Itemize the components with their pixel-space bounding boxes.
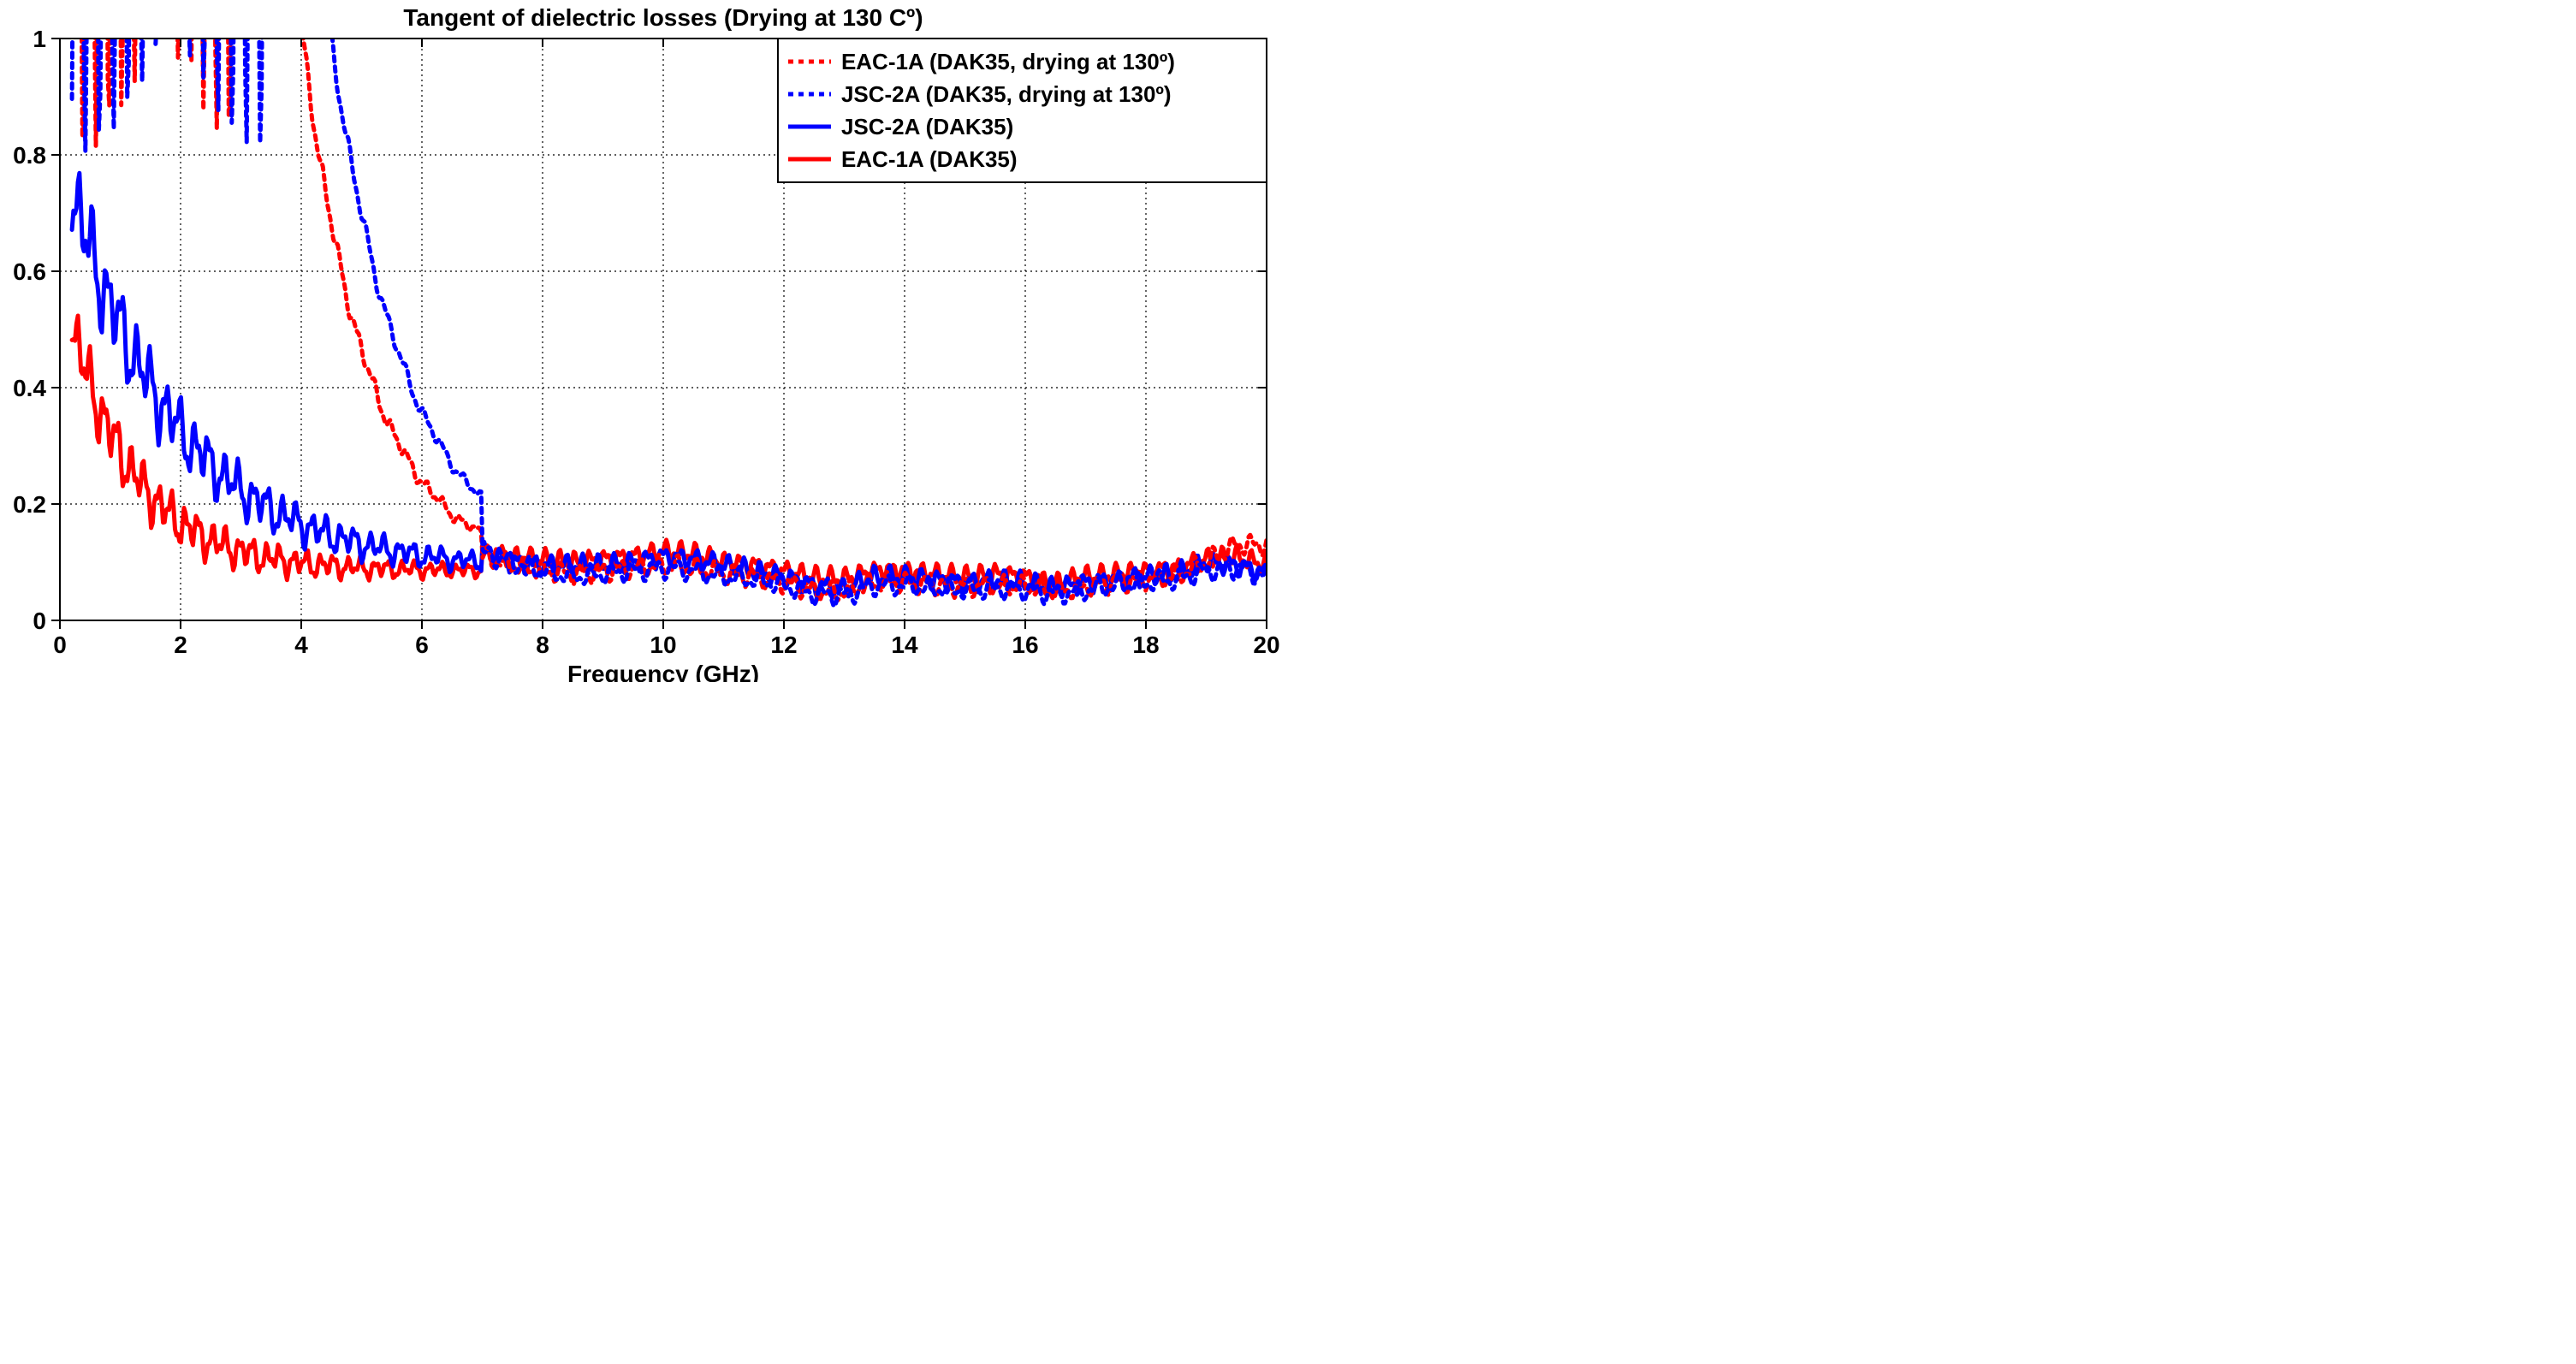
legend-label: EAC-1A (DAK35, drying at 130º) <box>841 49 1175 74</box>
legend-label: JSC-2A (DAK35) <box>841 114 1013 139</box>
ytick-label: 1 <box>33 26 46 52</box>
xtick-label: 20 <box>1253 632 1279 658</box>
xtick-label: 14 <box>891 632 918 658</box>
xtick-label: 12 <box>770 632 797 658</box>
x-axis-label: Frequency (GHz) <box>567 661 759 682</box>
xtick-label: 0 <box>53 632 67 658</box>
ytick-label: 0 <box>33 608 46 634</box>
legend-label: EAC-1A (DAK35) <box>841 146 1018 172</box>
xtick-label: 18 <box>1132 632 1159 658</box>
xtick-label: 10 <box>650 632 676 658</box>
xtick-label: 16 <box>1012 632 1038 658</box>
chart-svg: Tangent of dielectric losses (Drying at … <box>0 0 1288 682</box>
ytick-label: 0.6 <box>13 258 46 285</box>
xtick-label: 6 <box>415 632 429 658</box>
ytick-label: 0.2 <box>13 491 46 518</box>
legend-label: JSC-2A (DAK35, drying at 130º) <box>841 81 1172 107</box>
xtick-label: 4 <box>294 632 308 658</box>
xtick-label: 8 <box>536 632 549 658</box>
chart-title: Tangent of dielectric losses (Drying at … <box>403 4 923 31</box>
legend: EAC-1A (DAK35, drying at 130º) JSC-2A (DA… <box>778 39 1267 182</box>
ytick-label: 0.4 <box>13 375 46 401</box>
xtick-label: 2 <box>174 632 187 658</box>
chart-container: Tangent of dielectric losses (Drying at … <box>0 0 1288 682</box>
series-line <box>72 316 1267 592</box>
ytick-label: 0.8 <box>13 142 46 169</box>
series-line <box>72 173 1267 597</box>
